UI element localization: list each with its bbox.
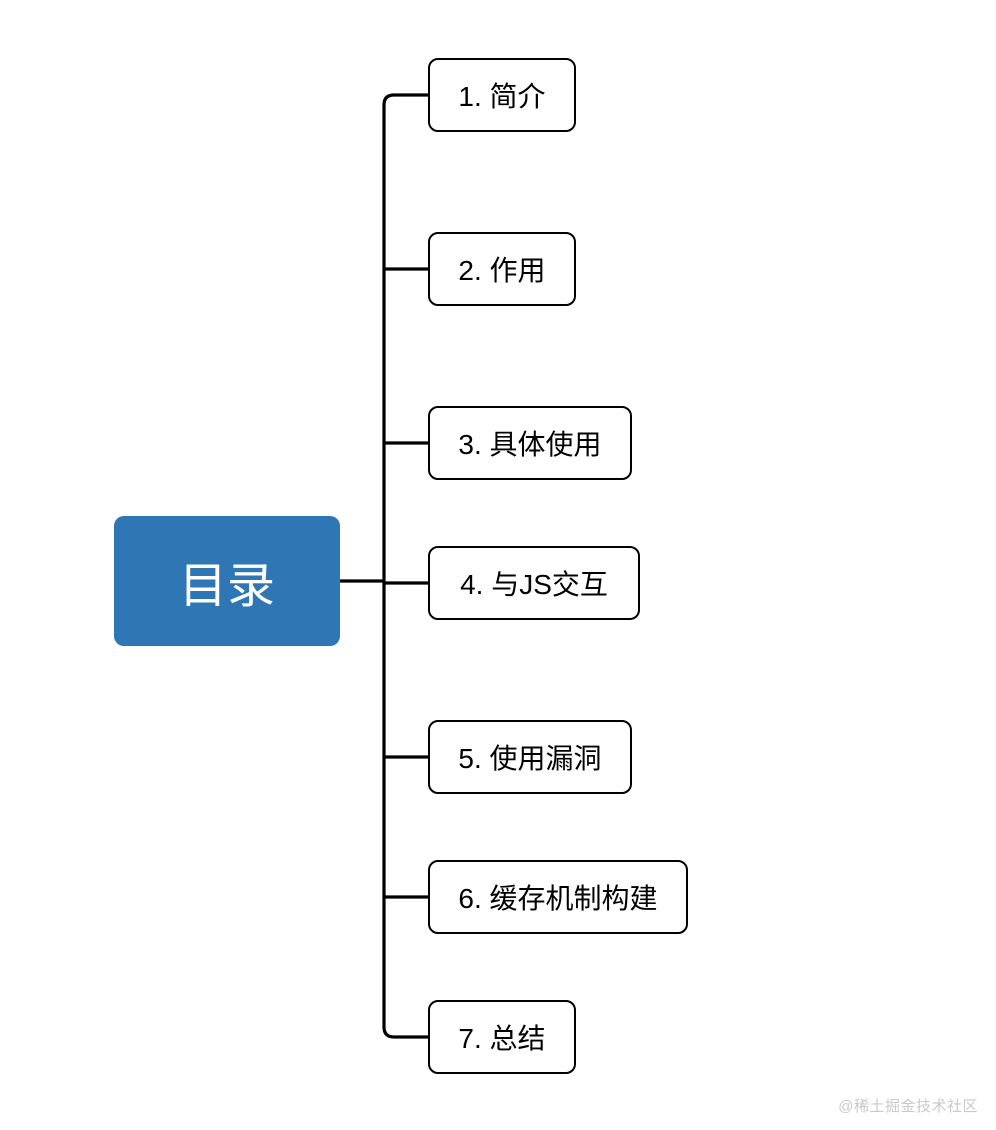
child-node-2: 2. 作用 — [428, 232, 576, 306]
child-label-7: 7. 总结 — [458, 1017, 545, 1057]
watermark: @稀土掘金技术社区 — [838, 1095, 978, 1116]
child-label-5: 5. 使用漏洞 — [458, 737, 601, 777]
child-node-3: 3. 具体使用 — [428, 406, 632, 480]
child-label-6: 6. 缓存机制构建 — [458, 877, 657, 917]
child-node-5: 5. 使用漏洞 — [428, 720, 632, 794]
child-label-2: 2. 作用 — [458, 249, 545, 289]
child-node-4: 4. 与JS交互 — [428, 546, 640, 620]
child-label-1: 1. 简介 — [458, 75, 545, 115]
root-label: 目录 — [179, 546, 275, 616]
child-node-6: 6. 缓存机制构建 — [428, 860, 688, 934]
child-node-7: 7. 总结 — [428, 1000, 576, 1074]
root-node: 目录 — [114, 516, 340, 646]
diagram-canvas: 目录 1. 简介 2. 作用 3. 具体使用 4. 与JS交互 5. 使用漏洞 6. 缓存… — [0, 0, 996, 1130]
child-node-1: 1. 简介 — [428, 58, 576, 132]
child-label-3: 3. 具体使用 — [458, 423, 601, 463]
child-label-4: 4. 与JS交互 — [460, 563, 608, 603]
